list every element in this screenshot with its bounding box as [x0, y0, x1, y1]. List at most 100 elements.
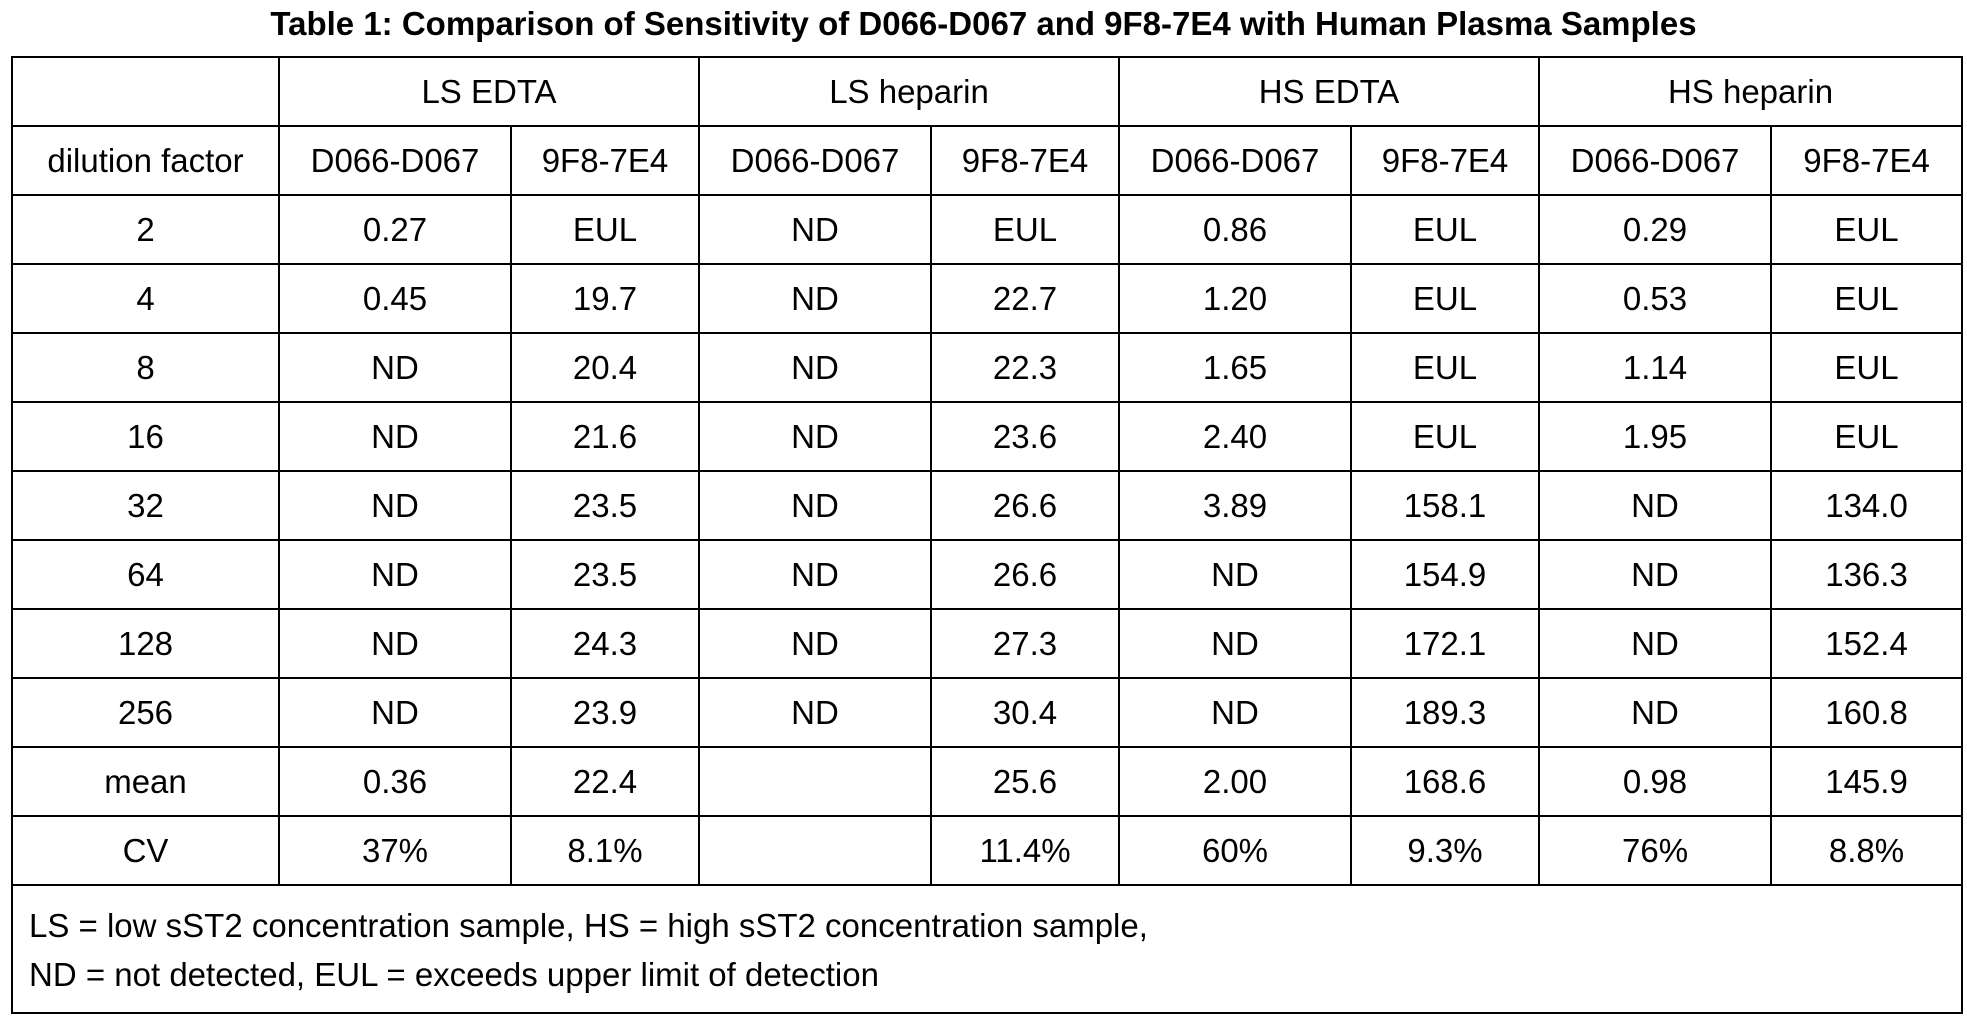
group-header-row: LS EDTA LS heparin HS EDTA HS heparin — [12, 57, 1962, 126]
table-cell: ND — [1119, 678, 1351, 747]
table-cell: EUL — [511, 195, 699, 264]
table-cell: 23.5 — [511, 471, 699, 540]
table-row: 128ND24.3ND27.3ND172.1ND152.4 — [12, 609, 1962, 678]
row-label-cell: CV — [12, 816, 279, 885]
table-cell: ND — [279, 678, 511, 747]
table-footnote: LS = low sST2 concentration sample, HS =… — [12, 885, 1962, 1013]
table-cell: 19.7 — [511, 264, 699, 333]
table-cell: 21.6 — [511, 402, 699, 471]
table-cell: ND — [1539, 609, 1771, 678]
table-cell: 1.14 — [1539, 333, 1771, 402]
table-cell: EUL — [1351, 195, 1539, 264]
table-cell: EUL — [1351, 333, 1539, 402]
table-cell: 76% — [1539, 816, 1771, 885]
table-cell: EUL — [1771, 333, 1962, 402]
table-cell: 158.1 — [1351, 471, 1539, 540]
table-cell: 23.6 — [931, 402, 1119, 471]
table-cell: ND — [1539, 540, 1771, 609]
table-cell: EUL — [1351, 264, 1539, 333]
column-header-row: dilution factor D066-D067 9F8-7E4 D066-D… — [12, 126, 1962, 195]
table-row: 64ND23.5ND26.6ND154.9ND136.3 — [12, 540, 1962, 609]
table-row: CV37%8.1%11.4%60%9.3%76%8.8% — [12, 816, 1962, 885]
table-cell: 25.6 — [931, 747, 1119, 816]
table-cell: 27.3 — [931, 609, 1119, 678]
notes-row: LS = low sST2 concentration sample, HS =… — [12, 885, 1962, 1013]
table-title: Table 1: Comparison of Sensitivity of D0… — [0, 4, 1967, 44]
column-header-antibody: D066-D067 — [1119, 126, 1351, 195]
table-cell: 134.0 — [1771, 471, 1962, 540]
table-row: 40.4519.7ND22.71.20EUL0.53EUL — [12, 264, 1962, 333]
group-header-hs-heparin: HS heparin — [1539, 57, 1962, 126]
table-cell: 11.4% — [931, 816, 1119, 885]
table-cell: ND — [699, 540, 931, 609]
group-header-ls-heparin: LS heparin — [699, 57, 1119, 126]
column-header-dilution-factor: dilution factor — [12, 126, 279, 195]
table-cell: 0.53 — [1539, 264, 1771, 333]
table-cell: 136.3 — [1771, 540, 1962, 609]
table-row: 8ND20.4ND22.31.65EUL1.14EUL — [12, 333, 1962, 402]
row-label-cell: 32 — [12, 471, 279, 540]
table-cell: 23.9 — [511, 678, 699, 747]
table-cell: 1.65 — [1119, 333, 1351, 402]
table-cell: 60% — [1119, 816, 1351, 885]
column-header-antibody: 9F8-7E4 — [931, 126, 1119, 195]
table-cell: EUL — [1771, 402, 1962, 471]
table-cell: ND — [699, 195, 931, 264]
table-cell: 189.3 — [1351, 678, 1539, 747]
corner-cell — [12, 57, 279, 126]
table-cell: 160.8 — [1771, 678, 1962, 747]
table-cell: 22.7 — [931, 264, 1119, 333]
table-cell — [699, 747, 931, 816]
table-cell: 0.86 — [1119, 195, 1351, 264]
table-cell: 2.00 — [1119, 747, 1351, 816]
table-cell: ND — [1119, 540, 1351, 609]
table-cell: EUL — [931, 195, 1119, 264]
table-cell: 145.9 — [1771, 747, 1962, 816]
table-cell: 24.3 — [511, 609, 699, 678]
table-cell: ND — [279, 609, 511, 678]
table-cell: ND — [699, 333, 931, 402]
table-cell: 0.36 — [279, 747, 511, 816]
table-cell: 3.89 — [1119, 471, 1351, 540]
row-label-cell: 128 — [12, 609, 279, 678]
table-cell: ND — [699, 678, 931, 747]
table-cell: 22.4 — [511, 747, 699, 816]
footnote-line: LS = low sST2 concentration sample, HS =… — [29, 901, 1961, 950]
table-cell: EUL — [1771, 264, 1962, 333]
table-cell: ND — [1119, 609, 1351, 678]
table-cell: 8.1% — [511, 816, 699, 885]
table-row: 256ND23.9ND30.4ND189.3ND160.8 — [12, 678, 1962, 747]
row-label-cell: 4 — [12, 264, 279, 333]
table-cell: 0.27 — [279, 195, 511, 264]
table-cell: 168.6 — [1351, 747, 1539, 816]
table-cell: 2.40 — [1119, 402, 1351, 471]
table-cell: 154.9 — [1351, 540, 1539, 609]
table-cell: ND — [1539, 678, 1771, 747]
column-header-antibody: 9F8-7E4 — [1351, 126, 1539, 195]
table-row: mean0.3622.4 25.62.00168.60.98145.9 — [12, 747, 1962, 816]
column-header-antibody: 9F8-7E4 — [511, 126, 699, 195]
table-cell: 0.98 — [1539, 747, 1771, 816]
table-cell: 23.5 — [511, 540, 699, 609]
table-cell — [699, 816, 931, 885]
table-cell: ND — [699, 609, 931, 678]
table-cell: 9.3% — [1351, 816, 1539, 885]
table-cell: 37% — [279, 816, 511, 885]
table-body: LS EDTA LS heparin HS EDTA HS heparin di… — [12, 57, 1962, 1013]
table-cell: 20.4 — [511, 333, 699, 402]
column-header-antibody: D066-D067 — [1539, 126, 1771, 195]
table-cell: 22.3 — [931, 333, 1119, 402]
table-row: 32ND23.5ND26.63.89158.1ND134.0 — [12, 471, 1962, 540]
row-label-cell: mean — [12, 747, 279, 816]
table-cell: 0.45 — [279, 264, 511, 333]
table-cell: 26.6 — [931, 471, 1119, 540]
table-cell: ND — [279, 471, 511, 540]
table-cell: 1.95 — [1539, 402, 1771, 471]
row-label-cell: 256 — [12, 678, 279, 747]
table-cell: ND — [1539, 471, 1771, 540]
table-cell: ND — [699, 264, 931, 333]
table-row: 20.27EULNDEUL0.86EUL0.29EUL — [12, 195, 1962, 264]
row-label-cell: 8 — [12, 333, 279, 402]
table-cell: 30.4 — [931, 678, 1119, 747]
table-cell: 0.29 — [1539, 195, 1771, 264]
